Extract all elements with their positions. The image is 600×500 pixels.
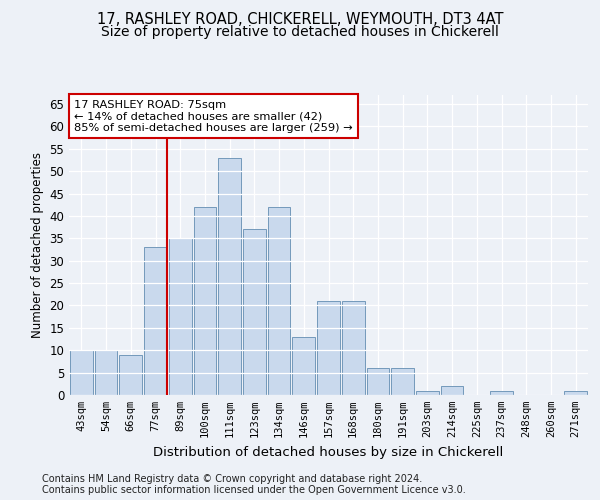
- Bar: [317, 301, 340, 395]
- Text: Contains HM Land Registry data © Crown copyright and database right 2024.: Contains HM Land Registry data © Crown c…: [42, 474, 422, 484]
- Bar: [119, 354, 142, 395]
- Bar: [243, 230, 266, 395]
- Bar: [564, 390, 587, 395]
- Text: 17, RASHLEY ROAD, CHICKERELL, WEYMOUTH, DT3 4AT: 17, RASHLEY ROAD, CHICKERELL, WEYMOUTH, …: [97, 12, 503, 28]
- Bar: [70, 350, 93, 395]
- Bar: [95, 350, 118, 395]
- Text: 17 RASHLEY ROAD: 75sqm
← 14% of detached houses are smaller (42)
85% of semi-det: 17 RASHLEY ROAD: 75sqm ← 14% of detached…: [74, 100, 353, 132]
- Bar: [490, 390, 513, 395]
- Bar: [342, 301, 365, 395]
- Bar: [169, 238, 191, 395]
- Text: Size of property relative to detached houses in Chickerell: Size of property relative to detached ho…: [101, 25, 499, 39]
- X-axis label: Distribution of detached houses by size in Chickerell: Distribution of detached houses by size …: [154, 446, 503, 458]
- Bar: [268, 207, 290, 395]
- Bar: [391, 368, 414, 395]
- Bar: [194, 207, 216, 395]
- Bar: [218, 158, 241, 395]
- Text: Contains public sector information licensed under the Open Government Licence v3: Contains public sector information licen…: [42, 485, 466, 495]
- Bar: [441, 386, 463, 395]
- Bar: [416, 390, 439, 395]
- Bar: [292, 337, 315, 395]
- Y-axis label: Number of detached properties: Number of detached properties: [31, 152, 44, 338]
- Bar: [144, 247, 167, 395]
- Bar: [367, 368, 389, 395]
